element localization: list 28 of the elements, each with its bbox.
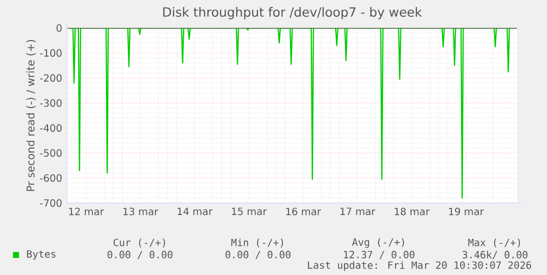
x-tick-label: 16 mar bbox=[286, 208, 322, 216]
x-tick-label: 14 mar bbox=[178, 208, 212, 216]
x-tick-label: 15 mar bbox=[232, 208, 267, 216]
y-axis-title: Pr second read (-) / write (+) bbox=[26, 40, 36, 191]
x-tick-label: 17 mar bbox=[340, 208, 376, 216]
text: 0.00 / 0.00 bbox=[108, 250, 172, 260]
y-tick-label: -200 bbox=[40, 74, 62, 82]
text: 0.00 / 0.00 bbox=[226, 250, 290, 260]
text: Max (-/+) bbox=[468, 238, 520, 248]
x-tick-label: 13 mar bbox=[123, 208, 158, 216]
text: Last update: Fri Mar 20 10:30:07 2026 bbox=[308, 261, 532, 271]
y-tick-label: -700 bbox=[40, 199, 62, 207]
y-tick-label: -300 bbox=[40, 99, 62, 107]
text: Avg (-/+) bbox=[352, 238, 404, 248]
legend-label: Bytes bbox=[27, 250, 56, 260]
y-tick-label: 0 bbox=[56, 24, 62, 32]
x-tick-label: 18 mar bbox=[394, 208, 430, 216]
x-tick-label: 19 mar bbox=[449, 208, 484, 216]
text: 3.46k/ 0.00 bbox=[462, 250, 528, 260]
y-tick-label: -100 bbox=[40, 49, 62, 57]
chart-title: Disk throughput for /dev/loop7 - by week bbox=[163, 7, 422, 20]
y-tick-label: -600 bbox=[40, 174, 62, 182]
y-tick-label: -400 bbox=[40, 124, 62, 132]
y-tick-label: -500 bbox=[40, 149, 62, 157]
x-tick-label: 12 mar bbox=[69, 208, 104, 216]
text: Min (-/+) bbox=[231, 238, 283, 248]
text: 12.37 / 0.00 bbox=[344, 250, 414, 260]
text: Cur (-/+) bbox=[114, 238, 166, 248]
